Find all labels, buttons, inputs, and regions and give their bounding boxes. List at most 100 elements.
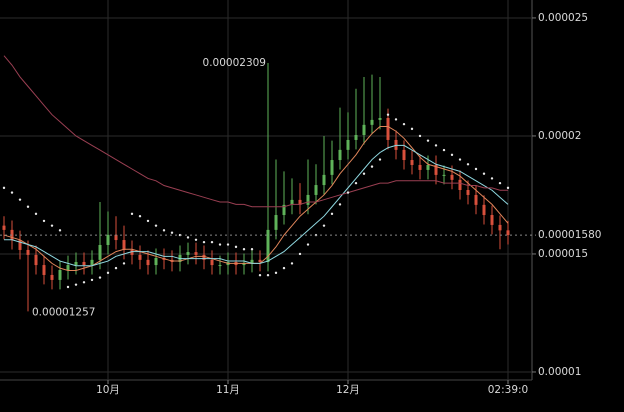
candle-body	[418, 164, 422, 170]
sar-dot	[130, 212, 134, 216]
sar-dot	[2, 186, 6, 190]
candle-body	[186, 252, 190, 255]
candle-body	[498, 224, 502, 231]
candle-body	[402, 149, 406, 161]
sar-dot	[466, 163, 470, 166]
candle-body	[26, 249, 30, 255]
sar-dot	[506, 186, 510, 190]
candle-body	[98, 244, 102, 260]
sar-dot	[442, 148, 446, 152]
candle-body	[410, 160, 414, 165]
sar-dot	[490, 177, 494, 180]
candle-body	[322, 174, 326, 186]
candle-body	[442, 174, 446, 176]
candle-body	[42, 265, 46, 275]
x-tick-label: 02:39:0	[488, 384, 528, 396]
candle-body	[2, 225, 6, 230]
sar-dot	[114, 266, 118, 270]
sar-dot	[362, 172, 366, 175]
candle-body	[274, 215, 278, 230]
sar-dot	[242, 248, 246, 251]
candle-body	[58, 270, 62, 280]
sar-dot	[218, 243, 222, 246]
sar-dot	[138, 214, 142, 218]
candle-body	[490, 215, 494, 225]
sar-dot	[426, 139, 430, 142]
sar-dot	[18, 198, 22, 201]
y-tick-label: 0.00002	[538, 130, 581, 142]
sar-dot	[458, 158, 462, 161]
sar-dot	[482, 172, 486, 175]
candle-body	[370, 119, 374, 125]
candle-body	[314, 185, 318, 195]
sar-dot	[34, 212, 38, 216]
candle-body	[482, 204, 486, 216]
sar-dot	[90, 278, 94, 282]
sar-dot	[58, 229, 62, 232]
candle-body	[122, 240, 126, 250]
candle-body	[82, 261, 86, 266]
sar-dot	[250, 248, 254, 251]
sar-dot	[154, 224, 158, 227]
sar-dot	[26, 205, 30, 208]
candle-body	[250, 259, 254, 263]
sar-dot	[226, 243, 230, 246]
sar-dot	[82, 281, 86, 284]
sar-dot	[306, 243, 310, 246]
sar-dot	[194, 238, 198, 242]
candle-body	[298, 199, 302, 205]
candle-body	[210, 259, 214, 266]
candle-body	[330, 160, 334, 175]
candle-body	[306, 194, 310, 205]
moving-average-line	[3, 55, 508, 208]
candle-body	[130, 249, 134, 255]
y-tick-label: 0.000015	[538, 248, 588, 260]
sar-dot	[378, 158, 382, 161]
candle-body	[282, 204, 286, 216]
sar-dot	[298, 252, 302, 256]
candle-body	[362, 124, 366, 136]
x-tick-label: 10月	[96, 384, 120, 396]
x-tick-label: 12月	[336, 384, 360, 396]
candle-body	[378, 118, 382, 120]
candle-body	[466, 190, 470, 195]
candle-body	[450, 174, 454, 180]
candle-body	[242, 262, 246, 266]
candle-body	[338, 149, 342, 161]
sar-dot	[418, 134, 422, 138]
candle-body	[258, 259, 262, 262]
candle-body	[138, 254, 142, 260]
candle-body	[154, 257, 158, 266]
sar-dot	[146, 219, 150, 223]
sar-dot	[10, 191, 14, 194]
sar-dot	[498, 181, 502, 185]
candle-body	[506, 230, 510, 236]
sar-dot	[170, 231, 174, 234]
sar-dot	[202, 240, 206, 244]
price-label-box	[536, 228, 624, 243]
candle-body	[34, 254, 38, 266]
sar-dot	[410, 127, 414, 131]
candle-body	[354, 135, 358, 140]
sar-dot	[346, 191, 350, 194]
sar-dot	[402, 122, 406, 126]
candle-body	[458, 179, 462, 190]
candle-body	[194, 252, 198, 255]
candle-body	[386, 118, 390, 140]
candle-body	[18, 240, 22, 250]
sar-dot	[42, 219, 46, 223]
sar-dot	[66, 285, 70, 289]
candle-body	[426, 164, 430, 170]
candle-body	[74, 261, 78, 266]
sar-dot	[162, 229, 166, 232]
candle-body	[66, 265, 70, 271]
sar-dot	[322, 224, 326, 227]
sar-dot	[74, 283, 78, 286]
sar-dot	[266, 274, 270, 277]
sar-dot	[210, 240, 214, 244]
candle-body	[146, 259, 150, 266]
y-tick-label: 0.00001	[538, 366, 581, 378]
price-label: 0.00001580	[538, 229, 601, 241]
sar-dot	[474, 167, 478, 171]
